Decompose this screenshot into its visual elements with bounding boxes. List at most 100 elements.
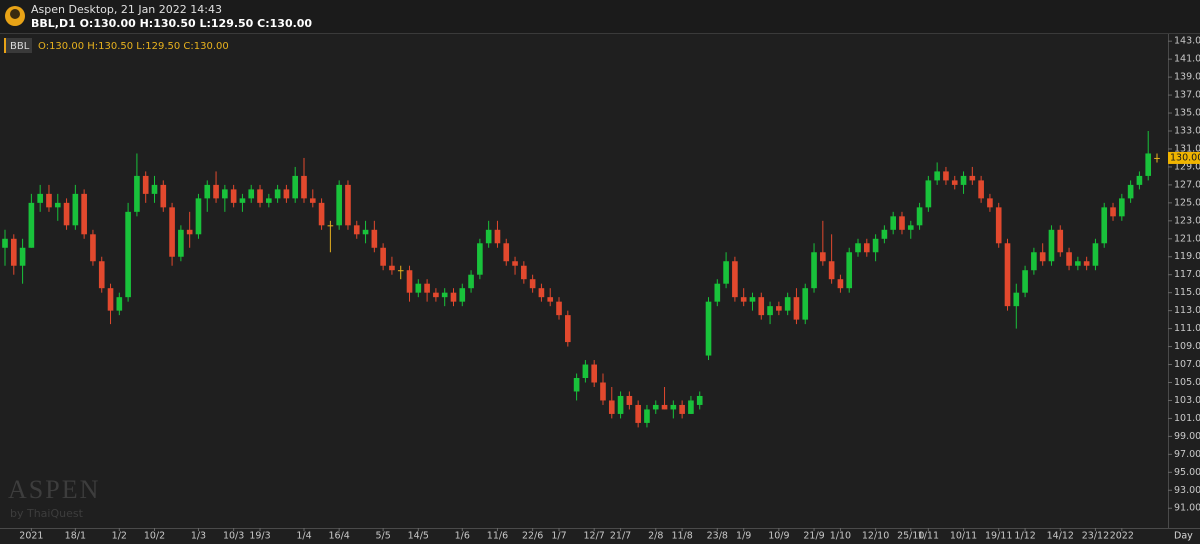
y-tick-label: 143.00 (1174, 36, 1200, 47)
candle-body (626, 395, 633, 405)
y-tick-label: 93.00 (1174, 485, 1200, 496)
candle-body (1101, 207, 1108, 244)
x-tick-label: 14/5 (408, 531, 429, 542)
candle-body (512, 261, 518, 266)
y-tick-label: 95.00 (1174, 467, 1200, 478)
candle-body (230, 189, 237, 203)
x-tick-label: 1/3 (191, 531, 206, 542)
x-tick-label: 1/6 (455, 531, 470, 542)
candle-body (732, 261, 738, 298)
symbol-tag (4, 38, 32, 53)
candle-body (248, 189, 255, 199)
candle-body (608, 400, 615, 414)
candle-body (494, 229, 501, 244)
x-tick-label: 16/4 (328, 531, 349, 542)
candle-body (556, 301, 562, 316)
candle-body (670, 404, 677, 410)
candle-body (995, 207, 1002, 244)
candle-body (811, 252, 817, 289)
candle-body (37, 193, 43, 203)
candle-body (758, 297, 765, 316)
x-tick-label: 2021 (19, 531, 43, 542)
candle-body (863, 243, 870, 253)
candle-body (371, 229, 378, 248)
x-tick-label: 12/7 (584, 531, 605, 542)
candle-body (890, 216, 896, 230)
candle-body (424, 283, 430, 293)
x-tick-label: 1/9 (736, 531, 751, 542)
watermark-subtitle: by ThaiQuest (10, 507, 84, 520)
candle-body (274, 189, 281, 199)
candle-body (635, 404, 641, 423)
candle-body (54, 202, 61, 208)
candle-body (1031, 252, 1037, 271)
x-tick-label: 11/8 (671, 531, 692, 542)
candle-body (28, 202, 35, 248)
candle-body (951, 180, 958, 185)
candle-body (960, 175, 967, 185)
candle-body (1022, 270, 1028, 293)
y-tick-label: 113.00 (1174, 305, 1200, 316)
y-tick-label: 121.00 (1174, 233, 1200, 244)
y-tick-label: 135.00 (1174, 108, 1200, 119)
y-tick-label: 109.00 (1174, 341, 1200, 352)
candle-body (907, 225, 914, 230)
y-tick-label: 133.00 (1174, 126, 1200, 137)
candle-body (925, 180, 932, 208)
last-price-box (1168, 151, 1200, 164)
candle-body (459, 288, 466, 302)
candle-body (696, 395, 703, 405)
candle-body (776, 306, 782, 311)
candle-body (485, 229, 492, 244)
x-tick-label: 1/4 (296, 531, 311, 542)
candle-body (468, 274, 474, 289)
x-tick-label: 22/6 (522, 531, 543, 542)
candle-body (107, 288, 114, 311)
candle-body (529, 279, 536, 289)
watermark-title: ASPEN (8, 475, 100, 504)
candle-body (573, 378, 580, 392)
candle-body (881, 229, 888, 239)
candle-body (72, 193, 79, 226)
candle-body (1127, 184, 1134, 199)
symbol-name: BBL (10, 41, 30, 52)
candle-body (714, 283, 721, 302)
x-tick-label: 5/5 (375, 531, 390, 542)
x-tick-label: 1/10 (830, 531, 851, 542)
candle-body (1057, 229, 1064, 253)
x-tick-label: 10/9 (768, 531, 789, 542)
x-tick-label: 25/10 (897, 531, 924, 542)
x-tick-label: 1/2 (112, 531, 127, 542)
ohlc-legend: O:130.00 H:130.50 L:129.50 C:130.00 (38, 41, 229, 52)
symbol-line: BBL,D1 O:130.00 H:130.50 L:129.50 C:130.… (31, 17, 312, 30)
candle-body (1048, 229, 1055, 262)
y-tick-label: 101.00 (1174, 413, 1200, 424)
candle-body (433, 292, 439, 298)
candle-body (1110, 207, 1116, 217)
candle-body (1119, 198, 1125, 217)
candle-body (186, 229, 193, 235)
candle-body (2, 238, 8, 248)
candle-body (1013, 292, 1020, 307)
y-tick-label: 137.00 (1174, 90, 1200, 101)
candle-body (345, 184, 351, 226)
y-tick-label: 99.00 (1174, 431, 1200, 442)
candle-body (380, 247, 386, 266)
y-tick-label: 103.00 (1174, 395, 1200, 406)
candle-body (90, 234, 96, 262)
x-tick-label: 10/11 (950, 531, 977, 542)
candle-body (793, 297, 800, 320)
y-tick-label: 115.00 (1174, 287, 1200, 298)
x-tick-label: 19/11 (985, 531, 1012, 542)
y-tick-label: 97.00 (1174, 449, 1200, 460)
candle-body (855, 243, 861, 253)
y-tick-label: 139.00 (1174, 72, 1200, 83)
candle-body (740, 297, 747, 302)
x-tick-label: 2022 (1110, 531, 1134, 542)
candle-body (600, 382, 606, 401)
y-tick-label: 107.00 (1174, 359, 1200, 370)
candle-body (389, 265, 395, 271)
candle-body (19, 247, 26, 266)
candle-body (134, 175, 140, 212)
